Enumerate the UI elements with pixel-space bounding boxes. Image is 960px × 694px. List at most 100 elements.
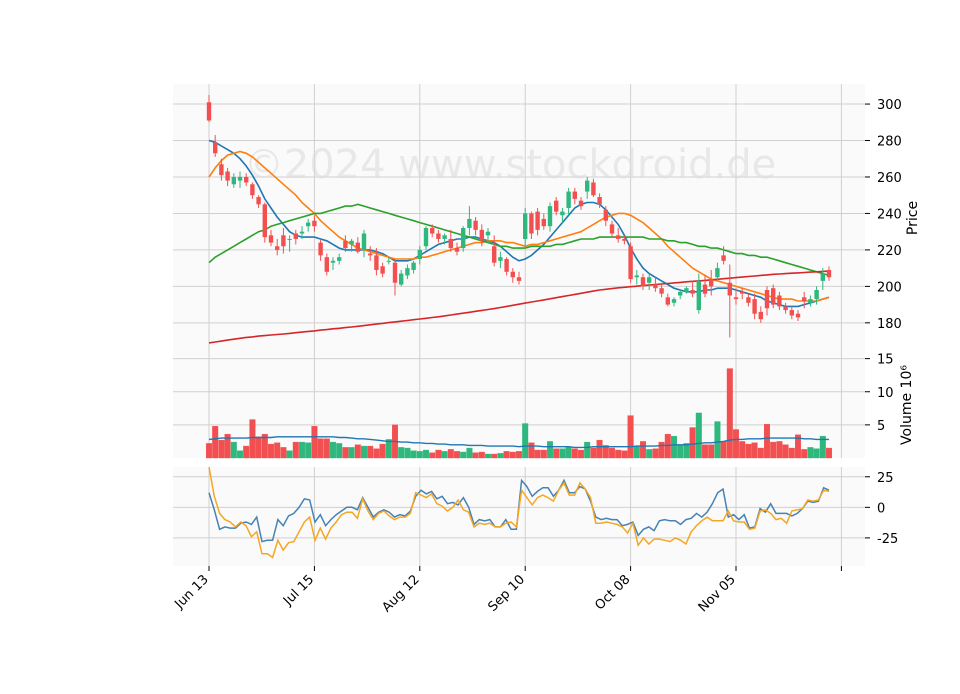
volume-bar	[720, 441, 727, 459]
candle-body	[337, 257, 342, 261]
candle-body	[262, 204, 267, 238]
candle-body	[523, 213, 528, 239]
volume-bar	[565, 447, 572, 459]
volume-bar	[249, 419, 256, 459]
volume-bar	[695, 412, 702, 459]
candle-body	[206, 102, 212, 121]
candle-body	[312, 220, 317, 227]
oscillator-y-tick-label: 25	[877, 471, 894, 486]
volume-bar	[317, 438, 324, 459]
candle-body	[597, 197, 602, 205]
volume-bar	[547, 441, 554, 459]
volume-bar	[429, 452, 436, 459]
volume-bar	[423, 449, 430, 459]
volume-bar	[205, 443, 212, 459]
candle-body	[225, 171, 230, 181]
volume-bar	[236, 450, 243, 459]
candle-body	[777, 295, 782, 307]
volume-y-tick-label: 5	[877, 419, 885, 434]
candle-body	[485, 231, 491, 236]
volume-bar	[261, 433, 268, 459]
price-y-tick-label: 200	[877, 280, 902, 295]
volume-bar	[441, 451, 448, 459]
candle-body	[448, 238, 453, 249]
volume-bar	[385, 439, 392, 459]
candle-body	[746, 297, 751, 303]
volume-bar	[689, 427, 696, 459]
candle-body	[355, 242, 360, 252]
volume-bar	[782, 444, 789, 459]
candle-body	[554, 200, 559, 212]
volume-bar	[571, 448, 578, 459]
volume-bar	[230, 441, 237, 459]
volume-bar	[460, 451, 467, 459]
volume-bar	[485, 453, 492, 459]
candle-body	[547, 206, 553, 227]
candle-body	[603, 209, 608, 221]
x-tick-label: Sep 10	[485, 572, 528, 615]
volume-bar	[404, 447, 411, 459]
candle-body	[386, 260, 391, 262]
candle-body	[622, 238, 627, 241]
volume-bar	[212, 426, 219, 459]
x-tick-label: Nov 05	[696, 572, 739, 615]
volume-bar	[398, 447, 405, 459]
candle-body	[789, 310, 794, 316]
price-y-tick-label: 260	[877, 171, 902, 186]
volume-bar	[540, 449, 547, 459]
candle-body	[498, 257, 503, 261]
volume-bar	[788, 447, 795, 459]
volume-bar	[553, 448, 560, 459]
candle-body	[709, 279, 714, 287]
volume-bar	[516, 451, 523, 459]
candle-body	[417, 249, 422, 260]
volume-bar	[286, 450, 293, 459]
volume-bar	[640, 441, 647, 459]
volume-bar	[478, 451, 485, 459]
watermark: ©2024 www.stockdroid.de	[244, 142, 777, 188]
volume-bar	[578, 449, 585, 459]
volume-bar	[292, 441, 299, 459]
candle-body	[529, 213, 534, 234]
candle-body	[752, 299, 757, 314]
candle-body	[392, 262, 398, 283]
oscillator-y-tick-label: -25	[877, 532, 898, 547]
candle-body	[436, 233, 441, 239]
price-y-tick-label: 220	[877, 244, 902, 259]
candle-body	[572, 191, 577, 199]
candle-body	[578, 200, 584, 207]
volume-bar	[559, 448, 566, 459]
volume-bar	[633, 446, 640, 459]
candle-body	[492, 246, 497, 263]
volume-bar	[764, 424, 771, 459]
volume-bar	[776, 441, 783, 459]
x-tick-label: Jun 13	[172, 572, 212, 612]
price-panel	[173, 84, 865, 352]
volume-axis-label: Volume 10⁶	[899, 365, 915, 445]
volume-bar	[708, 444, 715, 459]
volume-bar	[466, 447, 473, 459]
volume-bar	[745, 443, 752, 459]
candle-body	[231, 176, 236, 185]
candle-body	[640, 277, 646, 287]
volume-bar	[243, 445, 250, 459]
candle-body	[616, 235, 621, 239]
candle-body	[585, 180, 590, 192]
volume-bar	[652, 448, 659, 459]
candle-body	[535, 211, 540, 230]
candle-body	[293, 233, 298, 239]
oscillator-panel	[173, 467, 865, 566]
volume-bar	[739, 441, 746, 459]
volume-bar	[770, 441, 777, 459]
volume-bar	[361, 445, 368, 459]
volume-bar	[609, 447, 616, 459]
candle-body	[659, 288, 664, 294]
candle-body	[399, 273, 404, 285]
volume-bar	[534, 449, 541, 459]
volume-bar	[416, 451, 423, 459]
candle-body	[634, 275, 639, 278]
candle-body	[516, 277, 522, 281]
candle-body	[479, 229, 484, 241]
